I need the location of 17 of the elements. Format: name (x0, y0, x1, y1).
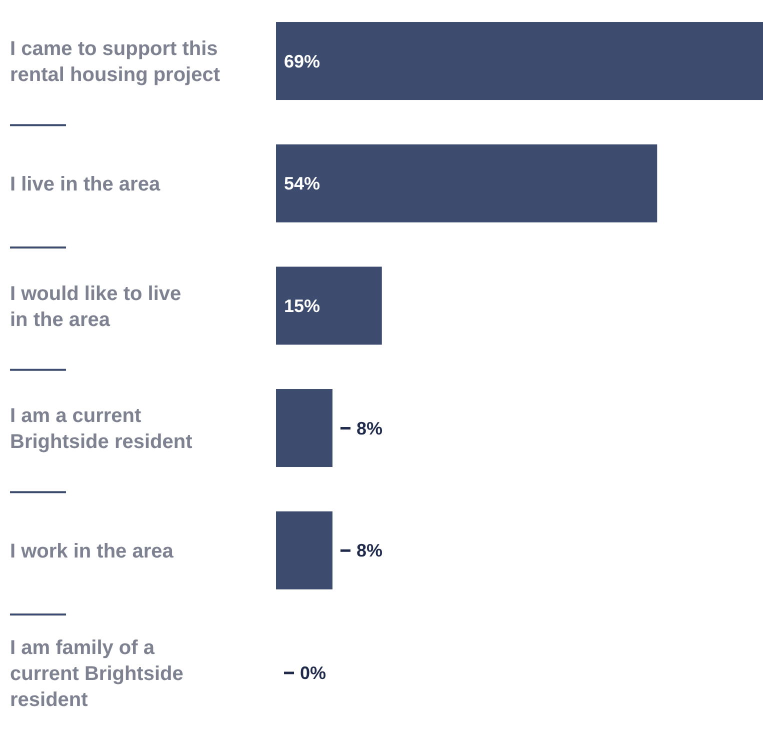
y-tick-label: I would like to live in the area (10, 282, 182, 331)
y-tick-label: I work in the area (10, 540, 174, 562)
data-label: 0% (300, 662, 326, 683)
data-label: 15% (284, 296, 320, 316)
y-tick-label: I am family of a current Brightside resident (10, 636, 184, 711)
data-label: 69% (284, 51, 320, 72)
bar (276, 389, 332, 468)
y-tick-label: I am a current Brightside resident (10, 405, 193, 454)
data-label: 54% (284, 174, 320, 194)
bar (276, 144, 658, 222)
data-label: 8% (356, 418, 382, 438)
bar (276, 266, 382, 345)
bar (276, 511, 332, 590)
data-label: 8% (356, 540, 382, 561)
y-tick-label: I came to support this rental housing project (10, 38, 220, 86)
y-tick-label: I live in the area (10, 174, 161, 196)
bar (276, 22, 763, 100)
